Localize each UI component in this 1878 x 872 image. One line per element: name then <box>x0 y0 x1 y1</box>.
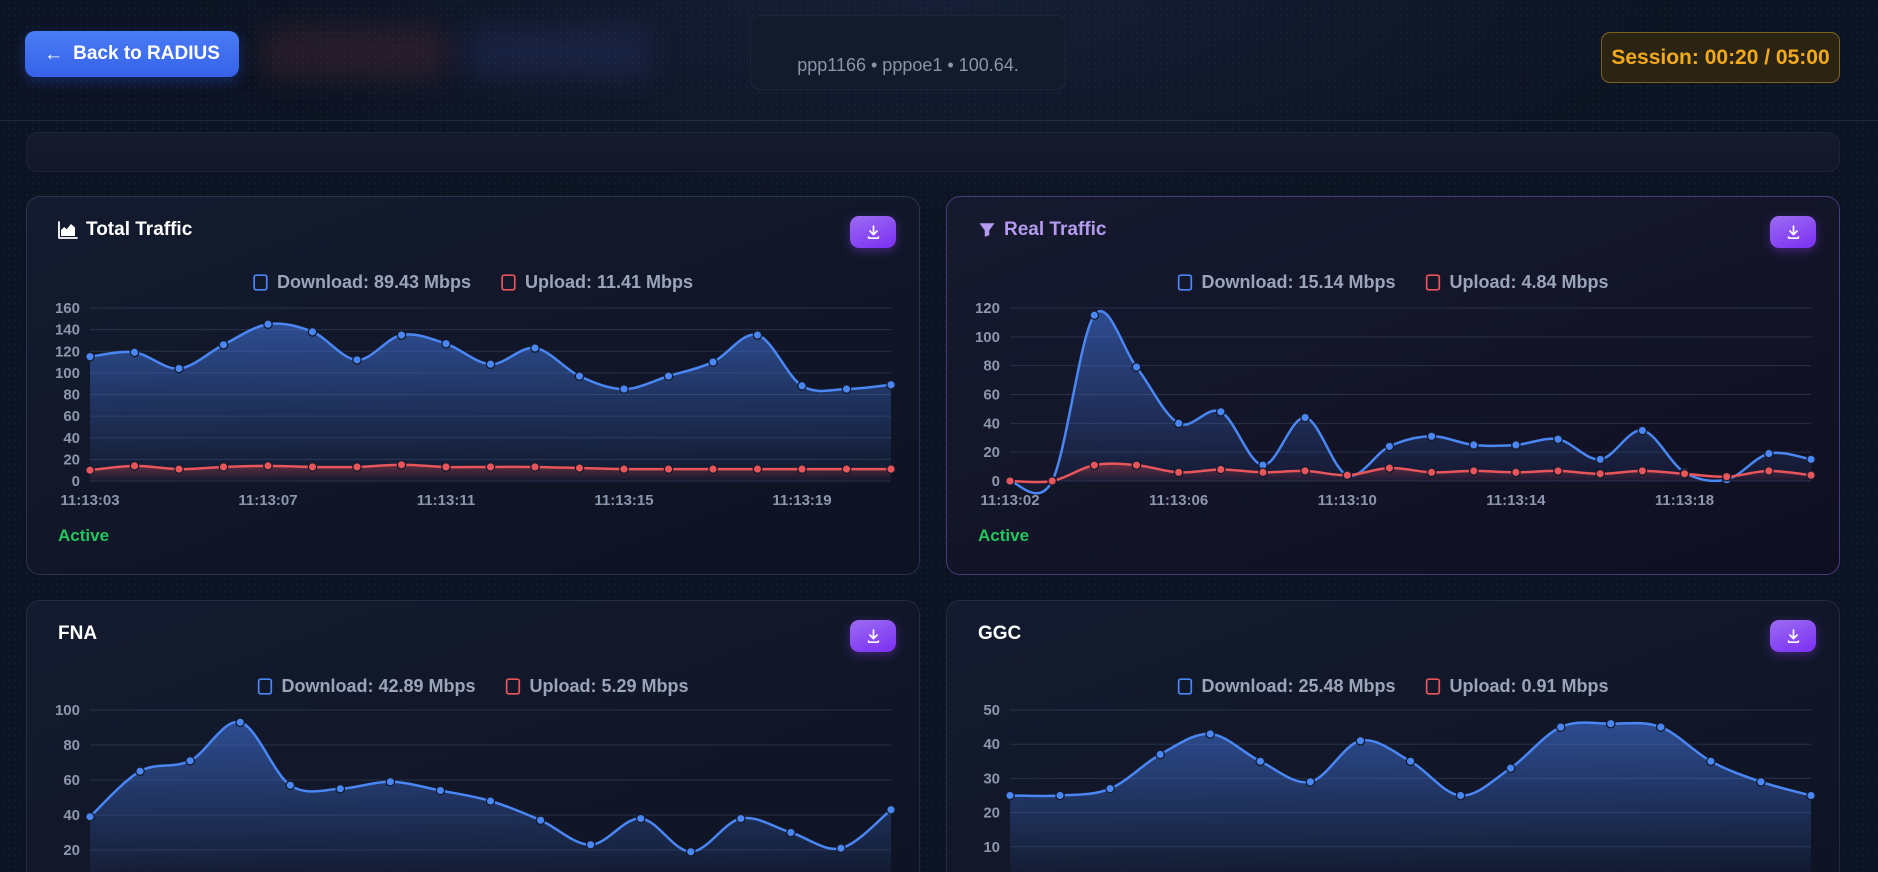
svg-text:11:13:18: 11:13:18 <box>1655 492 1714 509</box>
svg-text:140: 140 <box>55 322 80 339</box>
svg-text:20: 20 <box>983 444 1000 461</box>
svg-text:11:13:19: 11:13:19 <box>772 492 831 509</box>
svg-text:60: 60 <box>63 772 80 789</box>
svg-text:40: 40 <box>63 807 80 824</box>
svg-text:60: 60 <box>63 408 80 425</box>
svg-text:120: 120 <box>55 343 80 360</box>
svg-text:11:13:07: 11:13:07 <box>238 492 297 509</box>
svg-text:20: 20 <box>63 451 80 468</box>
svg-text:11:13:11: 11:13:11 <box>417 492 475 509</box>
svg-text:60: 60 <box>983 387 1000 404</box>
svg-text:100: 100 <box>975 329 1000 346</box>
svg-text:20: 20 <box>983 805 1000 822</box>
svg-text:11:13:10: 11:13:10 <box>1318 492 1377 509</box>
svg-text:11:13:14: 11:13:14 <box>1486 492 1546 509</box>
svg-text:40: 40 <box>983 736 1000 753</box>
svg-text:100: 100 <box>55 365 80 382</box>
svg-text:0: 0 <box>992 473 1000 490</box>
svg-text:0: 0 <box>72 473 80 490</box>
svg-text:80: 80 <box>63 737 80 754</box>
svg-text:11:13:03: 11:13:03 <box>60 492 119 509</box>
svg-text:40: 40 <box>983 415 1000 432</box>
svg-text:100: 100 <box>55 702 80 719</box>
svg-text:11:13:06: 11:13:06 <box>1149 492 1208 509</box>
svg-text:11:13:15: 11:13:15 <box>594 492 653 509</box>
svg-text:50: 50 <box>983 702 1000 719</box>
svg-text:30: 30 <box>983 770 1000 787</box>
svg-text:40: 40 <box>63 430 80 447</box>
svg-text:80: 80 <box>63 387 80 404</box>
svg-text:160: 160 <box>55 300 80 317</box>
svg-text:11:13:02: 11:13:02 <box>980 492 1039 509</box>
svg-text:80: 80 <box>983 358 1000 375</box>
svg-text:120: 120 <box>975 300 1000 317</box>
svg-text:20: 20 <box>63 842 80 859</box>
svg-text:10: 10 <box>983 839 1000 856</box>
